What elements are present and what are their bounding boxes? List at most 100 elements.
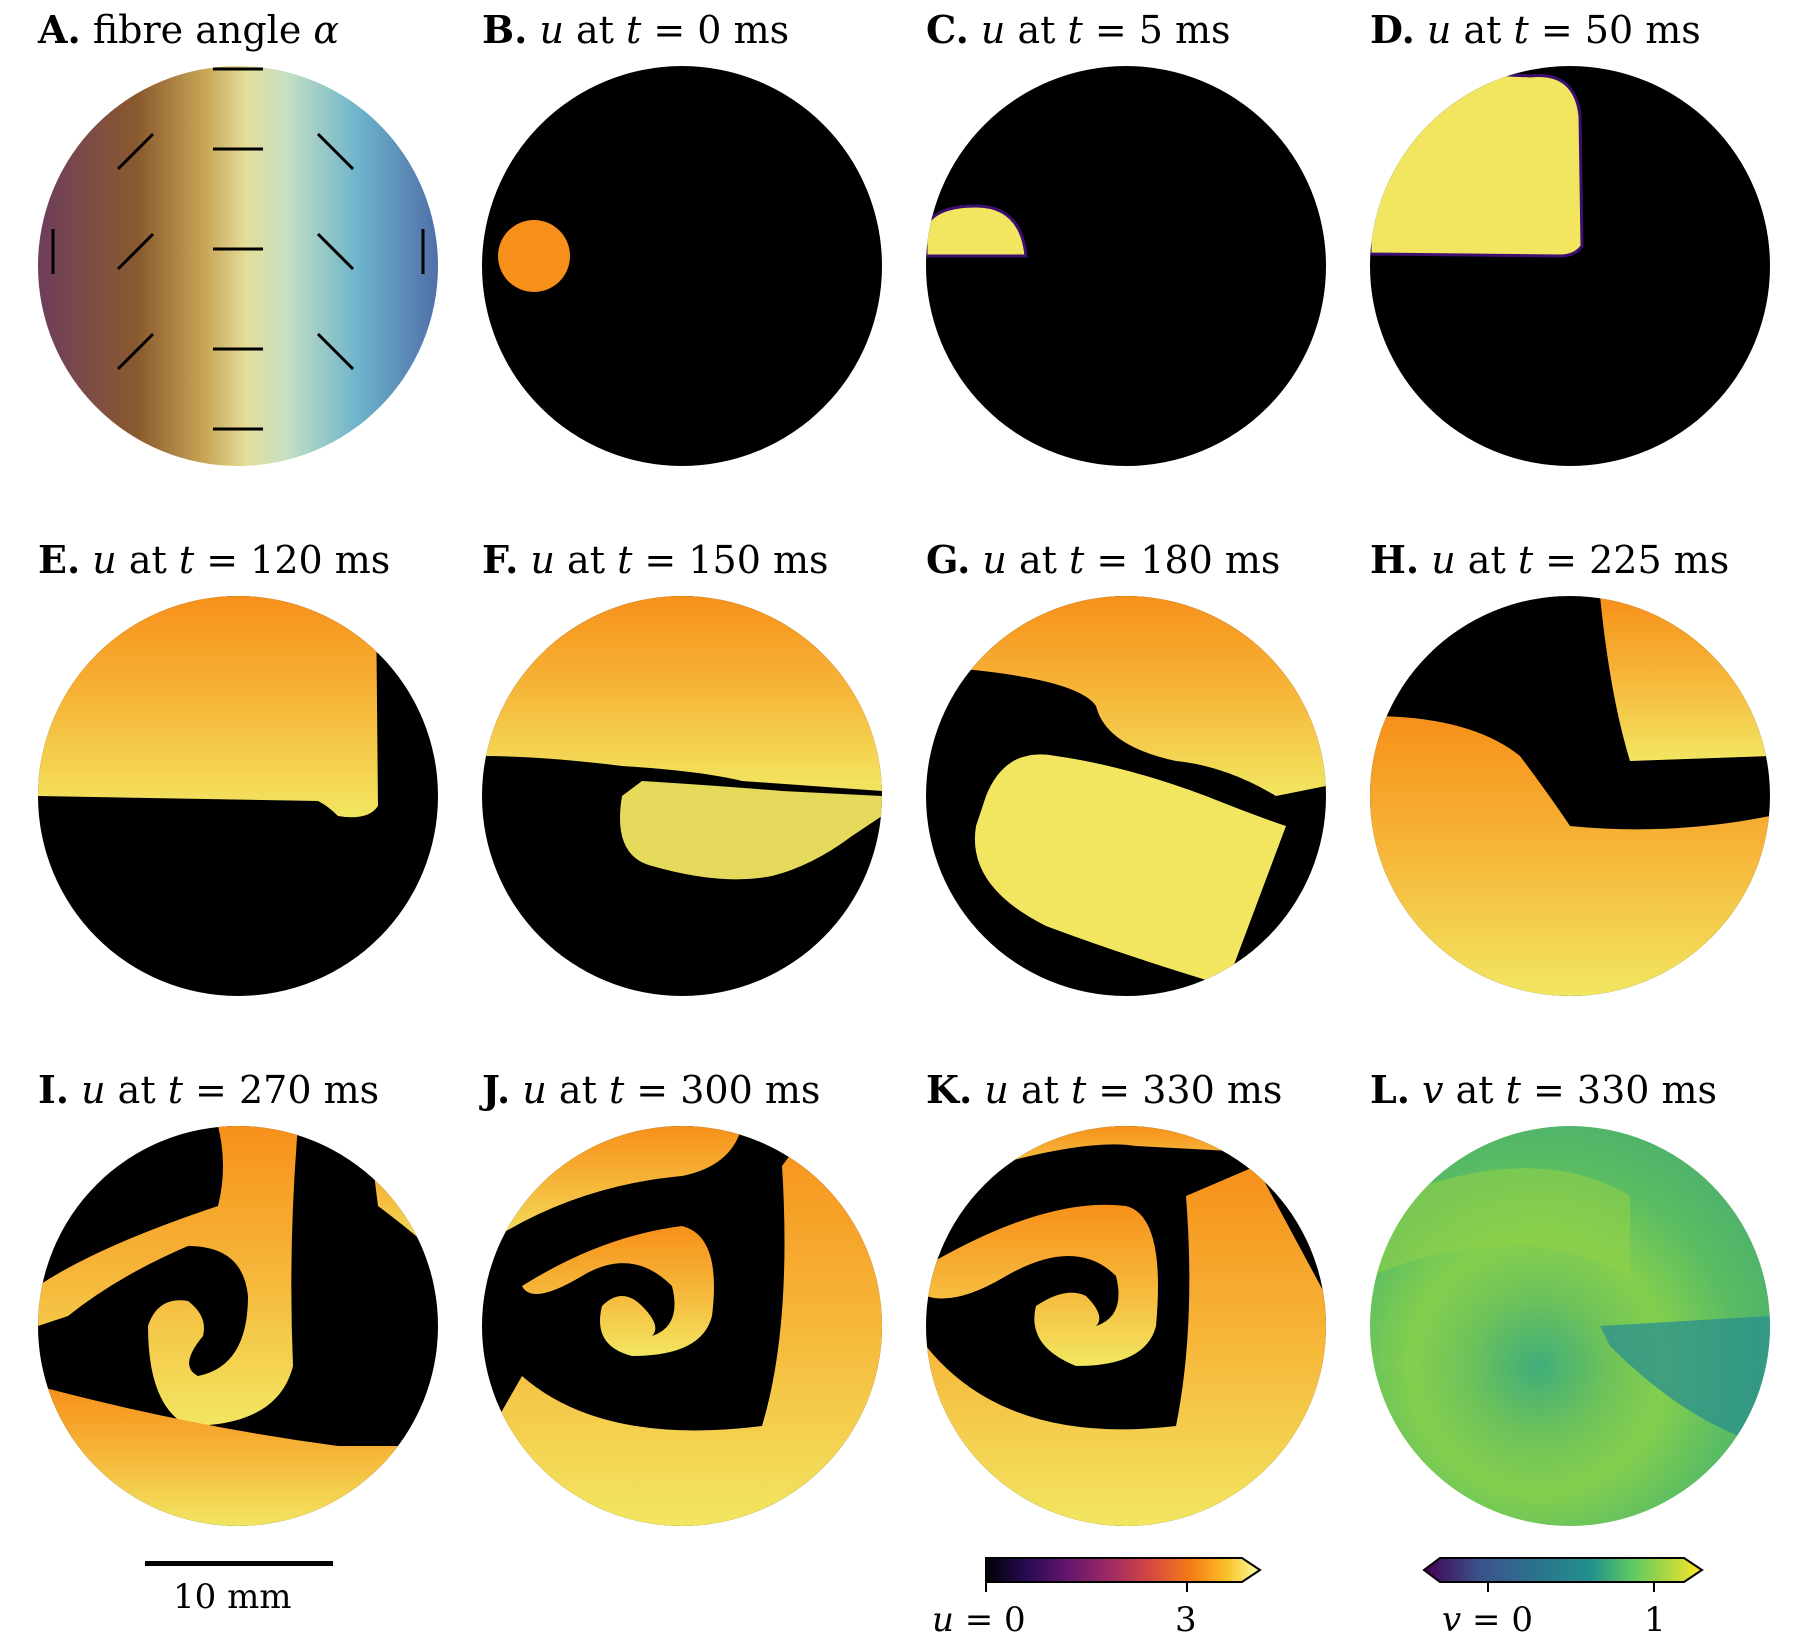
excited-region — [1370, 73, 1584, 258]
panel-title-part: G. — [926, 537, 971, 582]
panel-title: G. u at t = 180 ms — [926, 530, 1280, 590]
panel-image — [482, 66, 882, 466]
excited-outer — [926, 1166, 1326, 1526]
panel-i: I. u at t = 270 ms — [38, 1060, 458, 1530]
excited-wave-2 — [1600, 596, 1770, 761]
panel-title-part: t — [617, 538, 633, 582]
panel-image — [1370, 1126, 1770, 1526]
panel-title-part: u — [980, 8, 1006, 52]
panel-a: A. fibre angle α — [38, 0, 458, 470]
panel-h: H. u at t = 225 ms — [1370, 530, 1790, 1000]
panel-title-part: F. — [482, 537, 519, 582]
excited-spiral — [38, 1126, 298, 1426]
panel-image — [1370, 596, 1770, 996]
fibre-angle-field — [38, 66, 438, 466]
panel-title-part: u — [522, 1068, 547, 1112]
panel-title-part: t — [1067, 8, 1083, 52]
panel-f: F. u at t = 150 ms — [482, 530, 902, 1000]
panel-c: C. u at t = 5 ms — [926, 0, 1346, 470]
v-low-region — [1600, 1316, 1770, 1446]
panel-title-part: t — [178, 538, 195, 582]
panel-g: G. u at t = 180 ms — [926, 530, 1346, 1000]
panel-title-part: = 180 ms — [1084, 538, 1281, 582]
panel-title-part: t — [1505, 1068, 1521, 1112]
panel-title-part: at — [1443, 1068, 1506, 1112]
panel-title-part: = 330 ms — [1520, 1068, 1718, 1112]
panel-title-part: B. — [482, 7, 528, 52]
panel-image — [482, 596, 882, 996]
panel-title-part: u — [81, 1068, 106, 1112]
scale-bar-line — [145, 1561, 333, 1566]
panel-title-part: K. — [926, 1067, 973, 1112]
panel-j: J. u at t = 300 ms — [482, 1060, 902, 1530]
panel-title-part: = 120 ms — [194, 538, 391, 582]
panel-title-part: = 50 ms — [1528, 8, 1701, 52]
panel-image — [926, 596, 1326, 996]
scale-bar-label: 10 mm — [173, 1577, 292, 1617]
panel-k: K. u at t = 330 ms — [926, 1060, 1346, 1530]
panel-title-part: at — [563, 8, 627, 52]
panel-title: L. v at t = 330 ms — [1370, 1060, 1717, 1120]
panel-title-part: L. — [1370, 1067, 1410, 1112]
excited-outer — [482, 1126, 882, 1526]
resting-tissue — [926, 66, 1326, 466]
panel-title-part: u — [530, 538, 555, 582]
panel-title: A. fibre angle α — [38, 0, 339, 60]
excited-region — [38, 596, 378, 818]
panel-d: D. u at t = 50 ms — [1370, 0, 1790, 470]
panel-title-part: v — [1422, 1068, 1444, 1112]
colorbar-v-max-label: 1 — [1644, 1600, 1666, 1640]
excited-region — [1370, 716, 1770, 996]
panel-title-part: = 330 ms — [1086, 1068, 1283, 1112]
panel-image — [38, 66, 438, 466]
excited-wave-2 — [620, 781, 882, 880]
colorbar-u-max-label: 3 — [1175, 1600, 1197, 1640]
panel-title-part: u — [1431, 538, 1456, 582]
panel-title: H. u at t = 225 ms — [1370, 530, 1729, 590]
panel-title-part: = 0 ms — [641, 8, 790, 52]
fibre-direction-mark — [316, 332, 355, 371]
panel-title: E. u at t = 120 ms — [38, 530, 390, 590]
panel-title-part: t — [1517, 538, 1534, 582]
panel-title-part: at — [546, 1068, 609, 1112]
panel-title-part: t — [1513, 8, 1529, 52]
panel-title-part: at — [1005, 8, 1068, 52]
panel-image — [482, 1126, 882, 1526]
panel-title-part: u — [982, 538, 1007, 582]
panel-title: F. u at t = 150 ms — [482, 530, 829, 590]
panel-title-part: C. — [926, 7, 969, 52]
panel-title-part: u — [92, 538, 117, 582]
panel-title-part: at — [116, 538, 179, 582]
excited-region — [926, 204, 1028, 258]
stimulus-region — [498, 220, 570, 292]
panel-title-part: = 270 ms — [182, 1068, 380, 1112]
panel-title-part: u — [1426, 8, 1452, 52]
panel-title-part: fibre angle — [92, 8, 314, 52]
fibre-direction-mark — [116, 332, 155, 371]
excited-outer — [38, 1386, 438, 1526]
panel-title-part: = 225 ms — [1533, 538, 1730, 582]
panel-title-part: at — [1008, 1068, 1071, 1112]
panel-title-part: at — [1455, 538, 1518, 582]
panel-title: C. u at t = 5 ms — [926, 0, 1231, 60]
panel-e: E. u at t = 120 ms — [38, 530, 458, 1000]
colorbar-u-gradient — [985, 1557, 1262, 1592]
excited-wave-2 — [974, 754, 1286, 986]
panel-b: B. u at t = 0 ms — [482, 0, 902, 470]
panel-title-part: α — [313, 8, 340, 52]
panel-title: J. u at t = 300 ms — [482, 1060, 820, 1120]
panel-title-part: t — [626, 8, 642, 52]
panel-title: K. u at t = 330 ms — [926, 1060, 1282, 1120]
panel-title-part: = 5 ms — [1082, 8, 1231, 52]
panel-title-part: t — [1069, 538, 1085, 582]
fibre-direction-mark — [116, 232, 155, 271]
fibre-direction-mark — [116, 132, 155, 171]
panel-title-part: A. — [38, 7, 81, 52]
panel-title-part: u — [984, 1068, 1009, 1112]
panel-title-part: H. — [1370, 537, 1420, 582]
panel-image — [38, 596, 438, 996]
panel-title: I. u at t = 270 ms — [38, 1060, 379, 1120]
v-high-band — [1370, 1168, 1630, 1276]
panel-title-part: t — [1070, 1068, 1087, 1112]
excited-region — [926, 596, 1326, 796]
